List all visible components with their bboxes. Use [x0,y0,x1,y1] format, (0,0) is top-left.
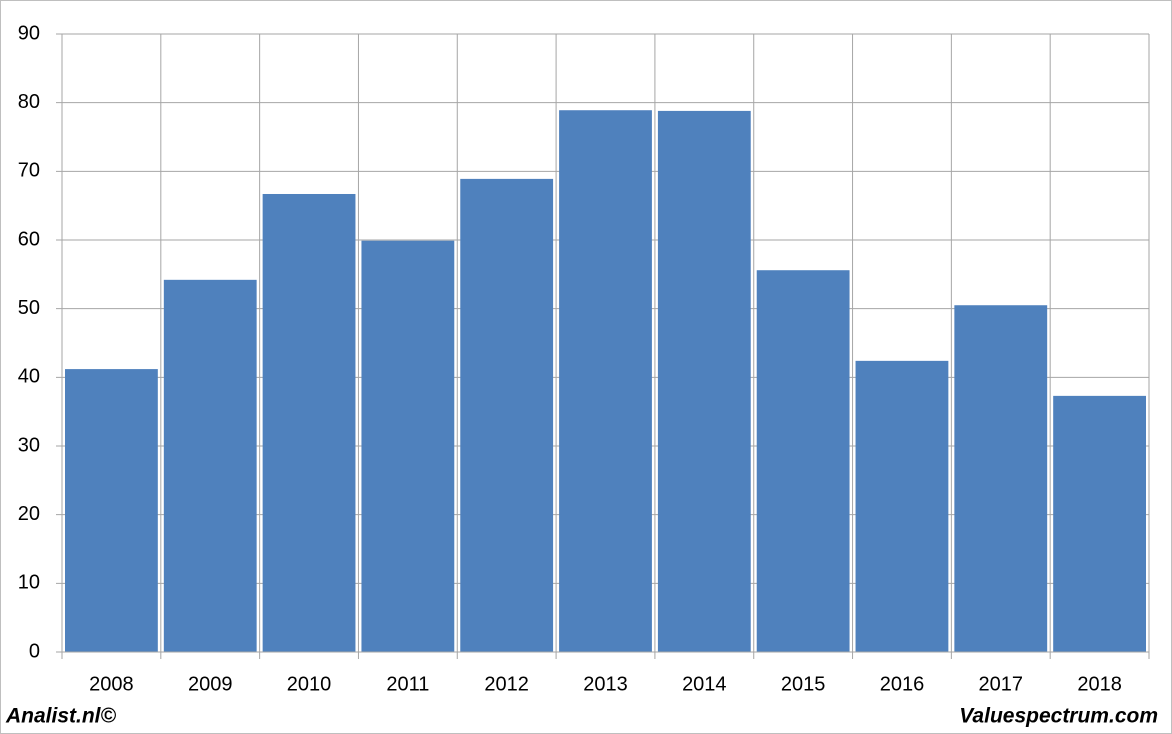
bar [756,270,850,652]
bar [1053,395,1146,652]
bar [460,178,554,653]
y-tick-label: 80 [18,91,40,113]
y-tick-label: 10 [18,572,40,594]
x-tick-label: 2012 [484,673,529,695]
x-tick-label: 2013 [583,673,628,695]
x-tick-label: 2008 [89,673,134,695]
y-tick-label: 70 [18,160,40,182]
x-tick-label: 2017 [979,673,1024,695]
x-tick-label: 2009 [188,673,233,695]
bar [163,279,257,652]
y-tick-label: 0 [29,640,40,662]
bar [361,240,455,653]
x-tick-label: 2018 [1077,673,1122,695]
y-tick-label: 90 [18,22,40,44]
x-tick-label: 2015 [781,673,826,695]
x-tick-label: 2011 [386,673,429,695]
y-tick-label: 50 [18,297,40,319]
bar [65,369,158,652]
bar [262,193,356,652]
bar [559,110,652,653]
y-tick-label: 60 [18,228,40,250]
y-tick-label: 20 [18,503,40,525]
bar [954,305,1048,652]
y-tick-label: 40 [18,366,40,388]
x-tick-label: 2016 [880,673,925,695]
x-tick-label: 2014 [682,673,727,695]
bar [855,360,949,652]
credit-right: Valuespectrum.com [959,705,1158,728]
bar [657,110,751,652]
credit-left: Analist.nl© [5,705,117,728]
y-tick-label: 30 [18,434,40,456]
x-tick-label: 2010 [287,673,332,695]
